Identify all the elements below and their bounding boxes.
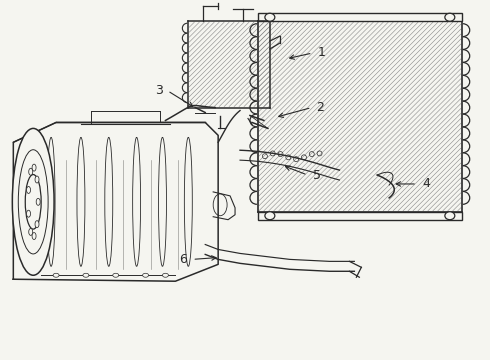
Ellipse shape (445, 13, 455, 21)
Bar (258, 212, 462, 220)
Ellipse shape (163, 273, 169, 277)
Ellipse shape (35, 221, 39, 228)
Ellipse shape (83, 273, 89, 277)
Ellipse shape (29, 168, 33, 175)
Text: 6: 6 (179, 253, 187, 266)
Ellipse shape (445, 212, 455, 220)
Ellipse shape (32, 233, 36, 239)
Text: 5: 5 (313, 168, 320, 181)
Ellipse shape (143, 273, 148, 277)
Text: 1: 1 (318, 46, 325, 59)
Text: 2: 2 (317, 101, 324, 114)
Ellipse shape (25, 175, 41, 229)
Ellipse shape (36, 198, 40, 205)
Ellipse shape (12, 129, 54, 275)
Text: 4: 4 (422, 177, 430, 190)
Ellipse shape (35, 176, 39, 183)
Bar (258, 13, 462, 21)
Ellipse shape (53, 273, 59, 277)
Ellipse shape (26, 210, 30, 217)
Ellipse shape (113, 273, 119, 277)
Ellipse shape (29, 229, 33, 235)
Ellipse shape (26, 186, 30, 193)
Ellipse shape (265, 13, 275, 21)
Ellipse shape (32, 164, 36, 171)
Text: 3: 3 (155, 84, 163, 97)
Ellipse shape (265, 212, 275, 220)
